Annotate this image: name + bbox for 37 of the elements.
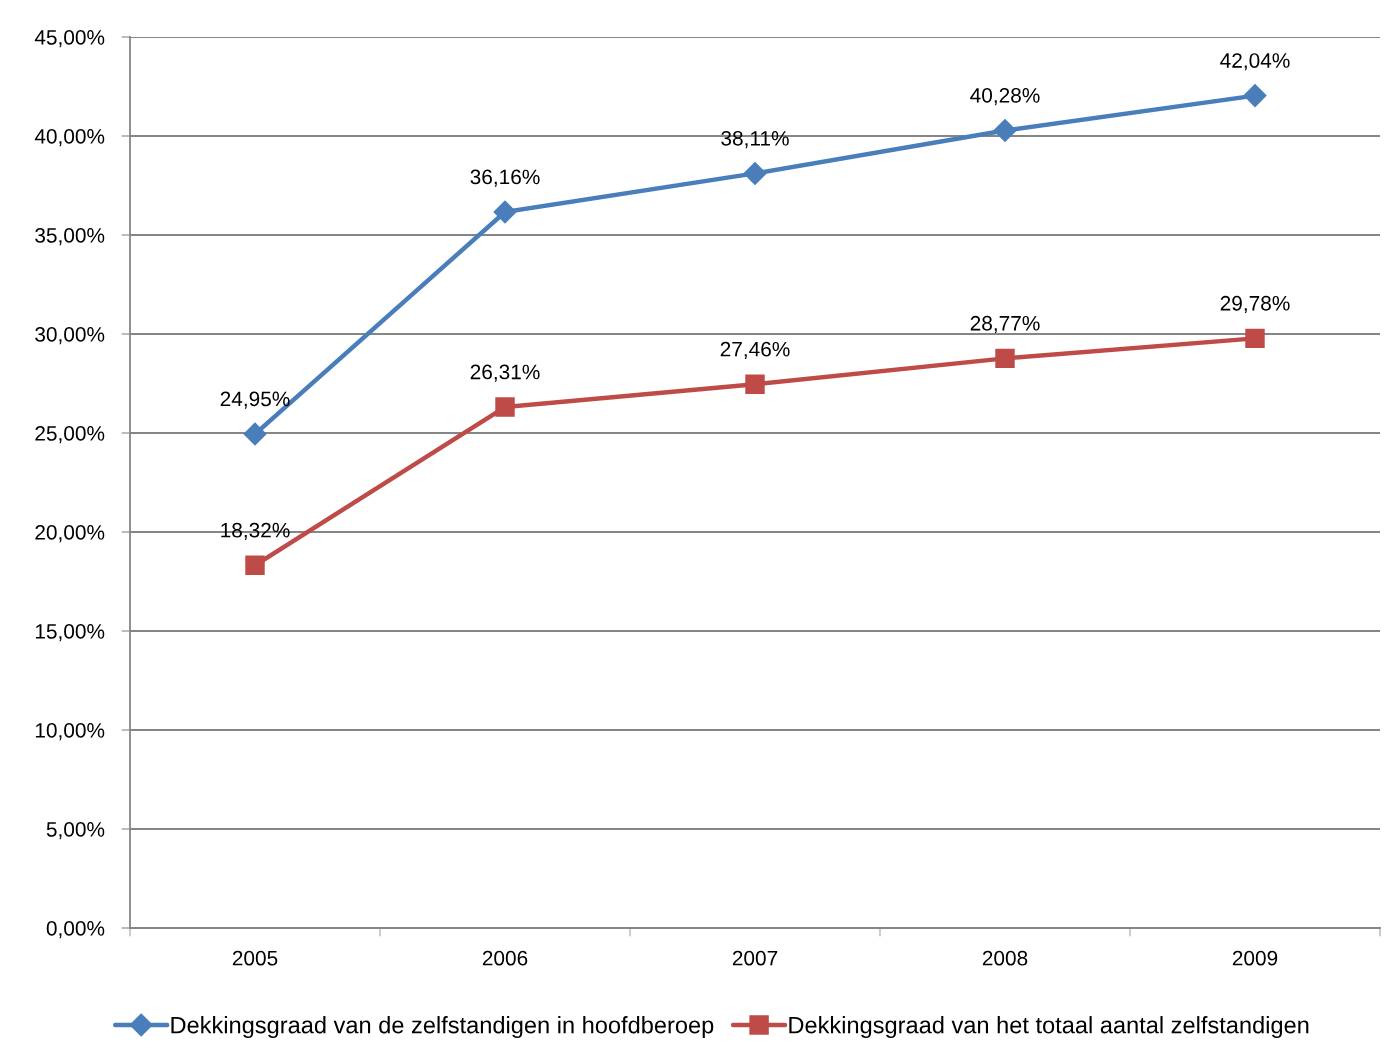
- data-label: 29,78%: [1220, 295, 1290, 314]
- y-tick-label: 40,00%: [34, 129, 105, 147]
- point: [495, 397, 515, 417]
- legend-label: Dekkingsgraad van de zelfstandigen in hoofdberoep: [171, 1016, 714, 1039]
- point: [995, 348, 1015, 369]
- data-label: 26,31%: [470, 364, 540, 382]
- x-tick-label: 2009: [1232, 950, 1278, 966]
- data-label: 18,32%: [221, 522, 290, 540]
- data-label: 42,04%: [1220, 53, 1290, 71]
- point: [1245, 328, 1265, 349]
- x-tick-label: 2007: [732, 950, 778, 966]
- y-tick-label: 35,00%: [35, 228, 105, 246]
- y-tick-label: 0,00%: [46, 921, 105, 939]
- x-tick-label: 2006: [482, 950, 528, 966]
- data-label: 36,16%: [470, 169, 540, 187]
- x-tick-label: 2008: [982, 950, 1028, 966]
- data-label: 38,11%: [721, 130, 789, 149]
- y-tick-label: 10,00%: [35, 723, 105, 741]
- point: [743, 161, 767, 185]
- data-label: 27,46%: [720, 341, 790, 360]
- point: [245, 555, 265, 575]
- data-label: 40,28%: [970, 87, 1040, 106]
- point: [493, 200, 517, 224]
- point: [1243, 84, 1267, 108]
- point: [745, 374, 765, 395]
- y-tick-label: 15,00%: [35, 624, 105, 642]
- y-tick-label: 20,00%: [35, 525, 105, 543]
- legend-label: Dekkingsgraad van het totaal aantal zelfstandigen: [789, 1016, 1309, 1039]
- y-tick-label: 25,00%: [35, 426, 105, 444]
- x-tick-label: 2005: [232, 950, 278, 966]
- data-label: 28,77%: [970, 315, 1040, 334]
- y-tick-label: 5,00%: [46, 822, 105, 840]
- y-tick-label: 45,00%: [34, 30, 105, 48]
- point: [243, 422, 267, 446]
- point: [993, 118, 1017, 142]
- data-label: 24,95%: [220, 391, 290, 409]
- y-tick-label: 30,00%: [35, 327, 105, 345]
